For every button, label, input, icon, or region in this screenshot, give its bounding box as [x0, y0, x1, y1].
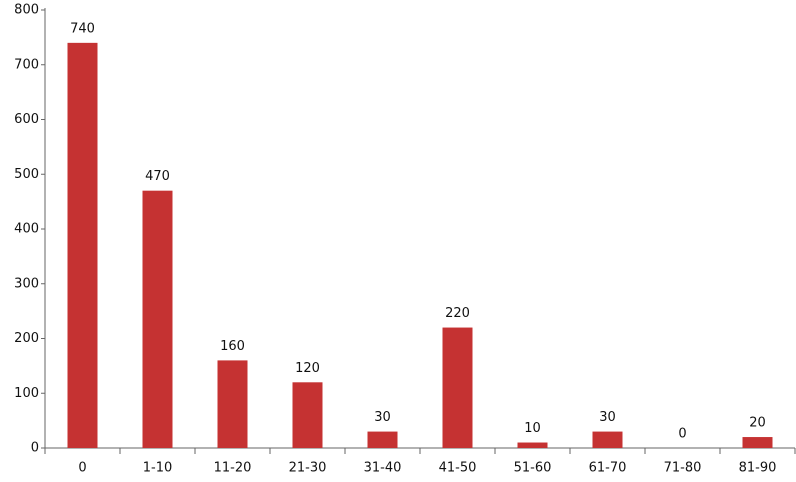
- value-label: 740: [70, 21, 95, 36]
- y-tick-label: 700: [14, 57, 39, 72]
- value-label: 160: [220, 339, 245, 354]
- bar: [742, 437, 773, 448]
- y-tick-label: 300: [14, 276, 39, 291]
- x-tick-label: 31-40: [364, 461, 402, 476]
- y-tick-label: 800: [14, 3, 39, 18]
- value-label: 220: [445, 306, 470, 321]
- y-tick-label: 0: [31, 441, 39, 456]
- y-tick-label: 500: [14, 167, 39, 182]
- x-tick-label: 41-50: [439, 461, 477, 476]
- value-label: 20: [749, 416, 766, 431]
- x-tick-label: 51-60: [514, 461, 552, 476]
- bar: [142, 190, 173, 449]
- x-tick-label: 21-30: [289, 461, 327, 476]
- value-label: 30: [374, 410, 391, 425]
- bar: [592, 431, 623, 448]
- y-tick-label: 100: [14, 386, 39, 401]
- bar: [292, 382, 323, 448]
- value-label: 0: [678, 427, 686, 442]
- value-label: 120: [295, 361, 320, 376]
- x-tick-label: 1-10: [143, 461, 173, 476]
- bar: [217, 360, 248, 448]
- x-tick-label: 81-90: [739, 461, 777, 476]
- bar: [67, 42, 98, 448]
- value-label: 30: [599, 410, 616, 425]
- y-tick-label: 600: [14, 112, 39, 127]
- value-label: 10: [524, 421, 541, 436]
- bar: [517, 442, 548, 448]
- y-tick-label: 400: [14, 222, 39, 237]
- x-tick-label: 71-80: [664, 461, 702, 476]
- x-tick-label: 11-20: [214, 461, 252, 476]
- bar: [367, 431, 398, 448]
- x-tick-label: 61-70: [589, 461, 627, 476]
- y-tick-label: 200: [14, 331, 39, 346]
- bar: [442, 327, 473, 448]
- value-label: 470: [145, 169, 170, 184]
- x-tick-label: 0: [78, 461, 86, 476]
